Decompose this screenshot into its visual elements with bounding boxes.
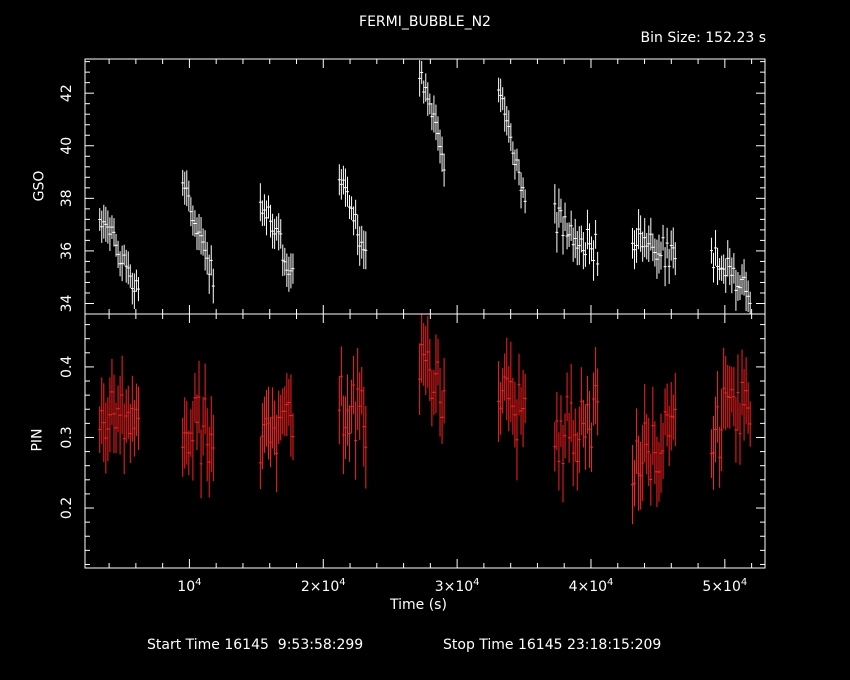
x-axis-label: Time (s) <box>390 597 447 613</box>
stop-time-label: Stop Time 16145 23:18:15:209 <box>443 637 662 653</box>
pin-ytick-label: 0.3 <box>59 426 75 448</box>
gso-ytick-label: 40 <box>59 137 75 155</box>
x-tick-label: 3×104 <box>435 577 480 595</box>
pin-ytick-label: 0.4 <box>59 356 75 378</box>
gso-ytick-label: 34 <box>59 294 75 312</box>
pin-axis-label: PIN <box>29 428 46 452</box>
tick-labels: 34 36 38 40 42 0.2 0.3 0.4 104 2×104 3×104 4×104 5×1… <box>59 84 747 595</box>
plot-axes <box>84 58 766 569</box>
x-tick-label: 5×104 <box>702 577 747 595</box>
x-tick-label: 104 <box>177 577 201 595</box>
chart-title: FERMI_BUBBLE_N2 <box>359 14 491 30</box>
gso-ytick-label: 42 <box>59 84 75 102</box>
x-tick-label: 2×104 <box>301 577 346 595</box>
gso-ytick-label: 38 <box>59 189 75 207</box>
gso-ytick-label: 36 <box>59 242 75 260</box>
pin-frame <box>84 313 766 569</box>
start-time-label: Start Time 16145 9:53:58:299 <box>147 637 364 653</box>
x-tick-label: 4×104 <box>569 577 614 595</box>
pin-ytick-label: 0.2 <box>59 497 75 519</box>
pin-data-points <box>98 314 752 525</box>
gso-axis-label: GSO <box>31 170 48 202</box>
gso-data-points <box>98 60 752 314</box>
bin-size-label: Bin Size: 152.23 s <box>640 30 766 46</box>
